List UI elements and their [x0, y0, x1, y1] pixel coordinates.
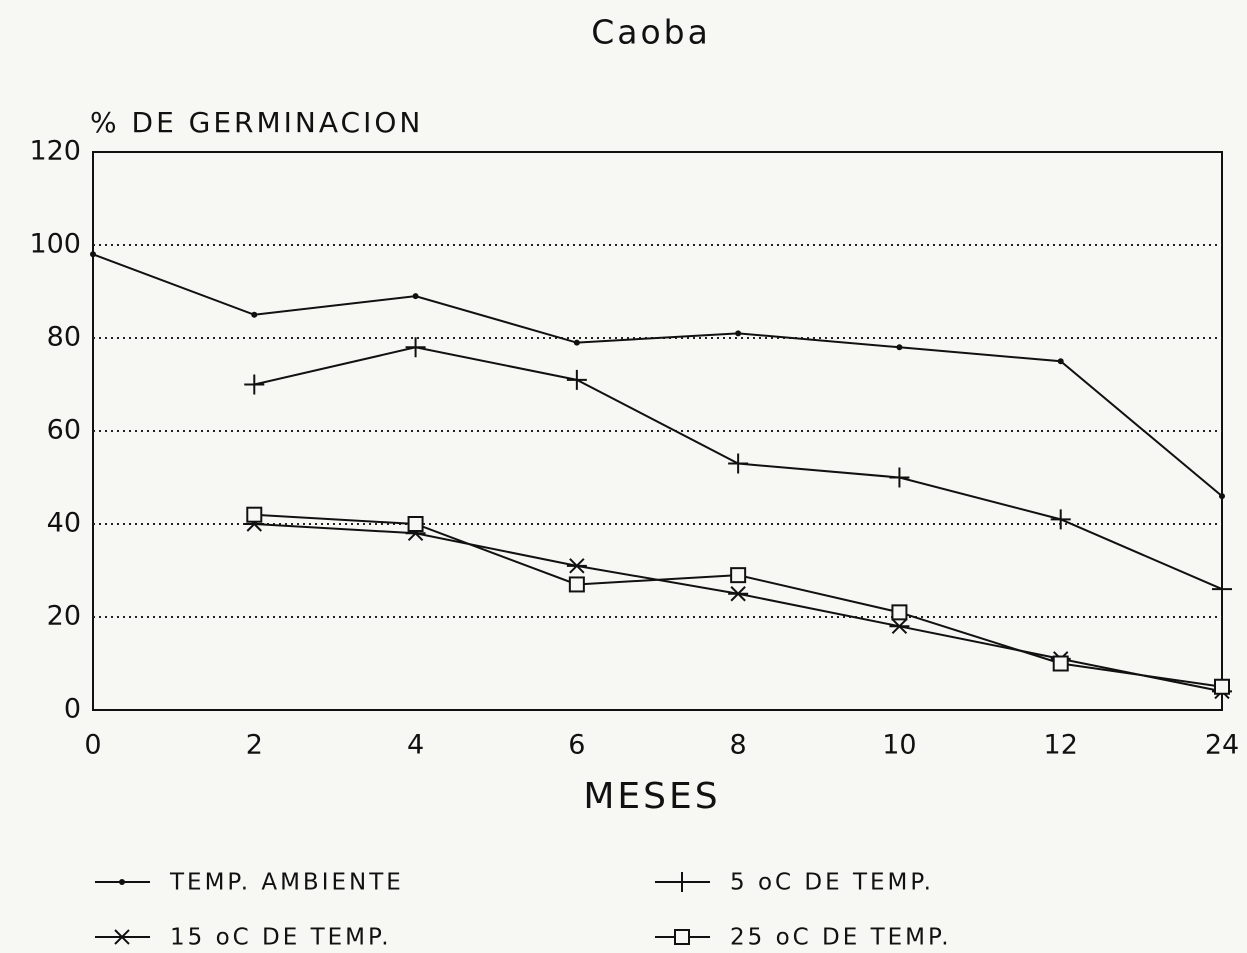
data-point — [566, 369, 587, 390]
data-point — [246, 506, 263, 523]
x-tick-label: 6 — [568, 730, 585, 761]
x-tick-label: 24 — [1205, 730, 1239, 761]
data-point — [568, 576, 585, 593]
data-point — [1214, 678, 1230, 695]
x-tick-label: 2 — [246, 730, 263, 761]
y-tick-label: 120 — [29, 136, 81, 167]
data-point — [90, 251, 96, 258]
y-axis-label: % DE GERMINACION — [90, 106, 423, 139]
data-point — [407, 516, 424, 532]
x-tick-label: 0 — [84, 730, 101, 761]
data-point — [251, 311, 258, 318]
legend-label: 5 oC DE TEMP. — [730, 870, 934, 896]
legend-label: 15 oC DE TEMP. — [170, 925, 392, 951]
x-tick-label: 4 — [407, 730, 424, 761]
data-point — [896, 344, 903, 351]
chart-title: Caoba — [591, 13, 711, 52]
data-point — [244, 374, 265, 395]
data-point — [889, 467, 910, 488]
data-point — [412, 293, 419, 300]
data-point — [1050, 509, 1071, 530]
x-axis-label: MESES — [583, 776, 720, 817]
data-point — [735, 330, 742, 337]
data-point — [1219, 493, 1225, 500]
data-point — [1212, 579, 1232, 600]
y-tick-label: 20 — [47, 601, 81, 632]
data-point — [891, 604, 908, 621]
data-point — [566, 558, 587, 574]
data-point — [730, 567, 747, 584]
x-tick-label: 12 — [1044, 730, 1078, 761]
series-line — [254, 513, 1223, 688]
legend-marker — [674, 929, 690, 945]
legend-label: TEMP. AMBIENTE — [169, 870, 404, 896]
data-point — [728, 586, 749, 602]
data-point — [1057, 358, 1064, 365]
data-point — [728, 453, 749, 474]
y-tick-label: 0 — [64, 694, 81, 725]
legend-marker — [672, 872, 692, 892]
data-point — [1052, 655, 1069, 672]
y-tick-label: 80 — [47, 322, 81, 353]
legend-marker — [112, 929, 132, 945]
y-tick-label: 40 — [47, 508, 81, 539]
x-tick-label: 10 — [882, 730, 916, 761]
data-point — [573, 339, 580, 346]
legend-label: 25 oC DE TEMP. — [730, 925, 952, 951]
series-line — [92, 253, 1223, 497]
y-tick-label: 60 — [47, 415, 81, 446]
data-point — [405, 337, 426, 358]
data-point — [889, 618, 910, 635]
x-tick-label: 8 — [730, 730, 747, 761]
y-tick-label: 100 — [29, 229, 81, 260]
legend-marker — [119, 879, 125, 885]
